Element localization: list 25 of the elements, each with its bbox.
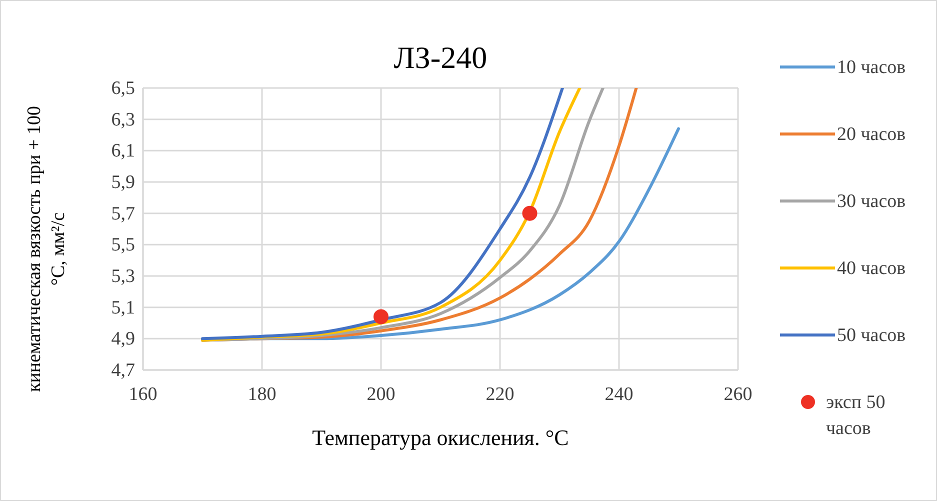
legend-label: эксп 50 часов [826, 392, 886, 439]
y-tick-label: 5,5 [111, 234, 135, 256]
x-tick-label: 200 [366, 384, 396, 405]
y-tick-label: 6,3 [111, 109, 135, 130]
legend-label: 40 часов [837, 258, 906, 279]
x-tick-label: 260 [724, 384, 752, 405]
x-tick-label: 160 [128, 384, 158, 405]
legend-label: 50 часов [837, 325, 906, 346]
legend-label: 20 часов [837, 124, 906, 145]
y-tick-label: 5,1 [111, 297, 135, 318]
x-tick-label: 240 [604, 384, 634, 405]
y-tick-label: 4,9 [111, 328, 135, 350]
y-tick-label: 5,9 [111, 172, 135, 193]
chart-title: ЛЗ-240 [394, 40, 488, 75]
y-tick-label: 5,7 [111, 203, 135, 224]
x-tick-label: 220 [486, 384, 514, 405]
y-axis-title: кинематическая вязкость при + 100 °C, мм²/с [24, 106, 69, 392]
legend-label: 30 часов [837, 191, 906, 212]
y-tick-label: 5,3 [111, 266, 135, 287]
y-tick-label: 6,1 [111, 140, 135, 162]
x-tick-label: 180 [248, 384, 276, 405]
x-axis-title: Температура окисления. °C [312, 425, 569, 450]
legend-label: 10 часов [837, 57, 906, 78]
y-tick-label: 6,5 [111, 78, 135, 99]
y-tick-label: 4,7 [111, 360, 135, 381]
